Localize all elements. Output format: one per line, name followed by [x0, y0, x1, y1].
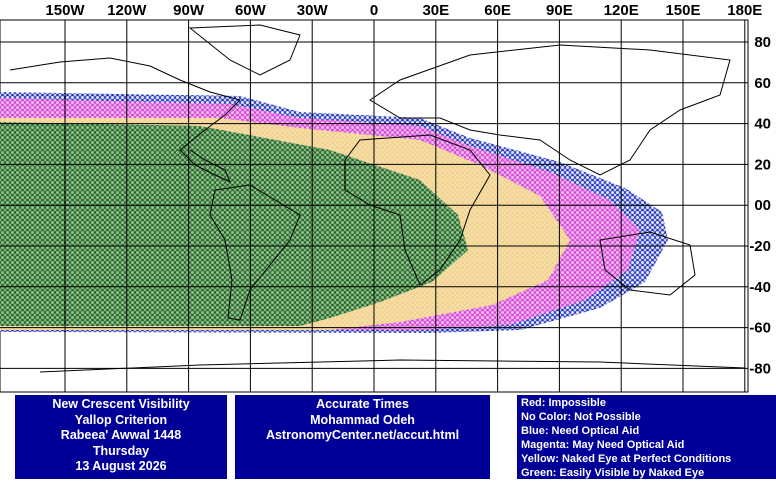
- lat-label: 80: [754, 34, 771, 51]
- lon-label: 90E: [546, 2, 573, 19]
- legend-box: Red: Impossible No Color: Not Possible Blu…: [517, 395, 776, 479]
- lat-label: 00: [754, 197, 771, 214]
- graticule: [0, 20, 748, 392]
- zone-green: [0, 122, 468, 326]
- lon-label: 180E: [727, 2, 762, 19]
- lat-label: 20: [754, 156, 771, 173]
- info-line: Yallop Criterion: [74, 412, 168, 427]
- legend-line: Red: Impossible: [521, 397, 606, 409]
- lon-label: 90W: [173, 2, 205, 19]
- lon-label: 150W: [45, 2, 85, 19]
- legend-line: Green: Easily Visible by Naked Eye: [521, 467, 705, 479]
- visibility-map: 150W 120W 90W 60W 30W 0 30E 60E 90E 120E 150E 180E 8…: [0, 2, 771, 393]
- lon-label: 60E: [484, 2, 511, 19]
- lon-label: 30E: [422, 2, 449, 19]
- lon-label: 0: [370, 2, 378, 19]
- info-line: Accurate Times: [316, 397, 409, 411]
- lon-label: 120W: [107, 2, 147, 19]
- info-box-title: New Crescent Visibility Yallop Criterion R…: [15, 395, 227, 479]
- info-line: AstronomyCenter.net/accut.html: [265, 428, 460, 442]
- info-line: Thursday: [92, 443, 150, 458]
- legend-line: Yellow: Naked Eye at Perfect Conditions: [521, 453, 732, 465]
- info-line: 13 August 2026: [75, 459, 167, 473]
- info-line: Rabeea' Awwal 1448: [60, 428, 182, 442]
- lat-label: -60: [749, 320, 771, 337]
- lat-label: 40: [754, 116, 771, 133]
- lat-label: -80: [749, 360, 771, 377]
- lon-label: 120E: [604, 2, 639, 19]
- legend-line: Blue: Need Optical Aid: [521, 425, 640, 437]
- lat-label: 60: [754, 75, 771, 92]
- lon-label: 150E: [665, 2, 700, 19]
- info-line: Mohammad Odeh: [310, 412, 415, 427]
- legend-line: No Color: Not Possible: [521, 411, 641, 423]
- lat-label: -40: [749, 279, 771, 296]
- lon-label: 30W: [297, 2, 329, 19]
- lat-label: -20: [749, 238, 771, 255]
- lon-label: 60W: [235, 2, 267, 19]
- legend-line: Magenta: May Need Optical Aid: [521, 439, 685, 451]
- info-box-credits: Accurate Times Mohammad Odeh AstronomyCent…: [235, 395, 490, 479]
- coastlines: [9, 24, 746, 373]
- axis-labels: 150W 120W 90W 60W 30W 0 30E 60E 90E 120E 150E 180E 8…: [45, 2, 771, 377]
- info-line: New Crescent Visibility: [52, 397, 190, 411]
